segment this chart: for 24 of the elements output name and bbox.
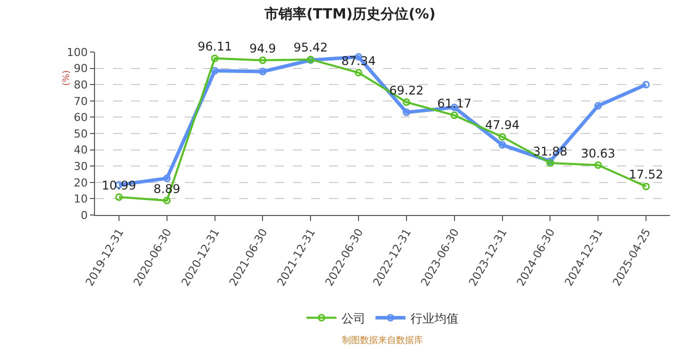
y-tick-label: 40	[74, 144, 88, 157]
legend-label: 公司	[342, 311, 366, 326]
y-tick-label: 60	[74, 111, 88, 124]
text: 制图数据来自数据库	[342, 335, 423, 346]
data-label: 95.42	[293, 40, 328, 55]
y-tick-label: 80	[74, 78, 88, 92]
data-label: 94.9	[249, 42, 276, 56]
data-label: 17.52	[628, 168, 664, 182]
data-label: 30.63	[580, 146, 616, 160]
data-label: 96.11	[198, 40, 232, 54]
y-axis-title: (%)	[62, 70, 72, 86]
data-label: 47.94	[485, 118, 520, 132]
y-tick-label: 70	[74, 94, 88, 108]
y-tick-label: 20	[74, 176, 88, 190]
y-tick-label: 90	[74, 62, 88, 76]
legend-label: 行业均值	[410, 311, 458, 326]
y-tick-label: 50	[74, 127, 88, 140]
chart-title: 市销率(TTM)历史分位(%)	[264, 6, 436, 23]
y-tick-label: 10	[74, 192, 88, 206]
y-tick-label: 30	[74, 160, 88, 173]
data-label: 61.17	[437, 96, 472, 111]
data-label: 69.22	[389, 83, 424, 98]
y-tick-label: 100	[66, 46, 88, 59]
y-tick-label: 0	[80, 208, 88, 222]
